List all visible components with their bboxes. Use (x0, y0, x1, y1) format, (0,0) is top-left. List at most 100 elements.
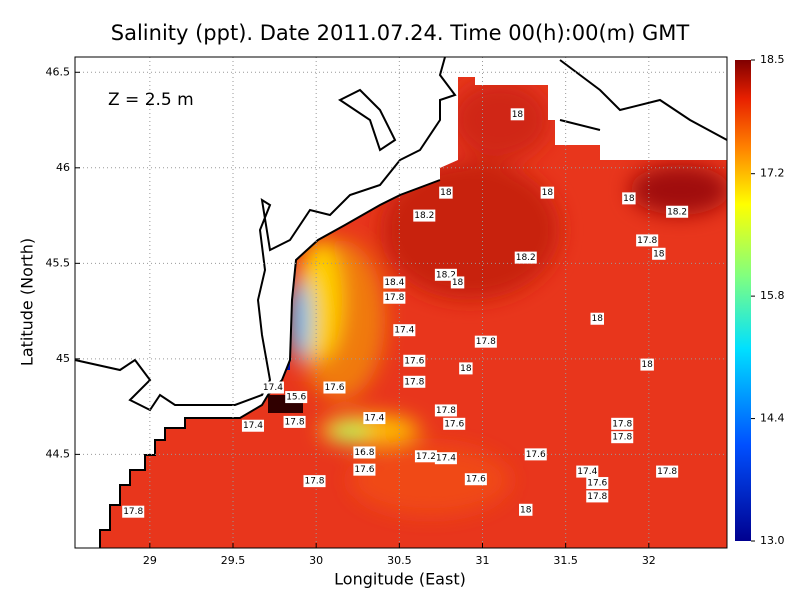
contour-label-box (656, 465, 679, 478)
contour-label: 18.4 (383, 276, 406, 289)
contour-label-text: 17.6 (466, 475, 486, 485)
depth-annotation: Z = 2.5 m (108, 90, 194, 110)
contour-label-box (283, 415, 306, 428)
contour-label: 15.6 (285, 391, 308, 404)
contour-label-text: 17.4 (243, 421, 263, 431)
x-tick-label: 29.5 (221, 554, 246, 567)
contour-label: 18 (459, 362, 473, 375)
contour-label-text: 18 (623, 194, 635, 204)
x-tick-label: 32 (642, 554, 656, 567)
contour-label-box (285, 391, 308, 404)
contour-label-box (622, 192, 636, 205)
x-tick-label: 31 (476, 554, 490, 567)
contour-label-text: 18.2 (516, 253, 536, 263)
contour-label-text: 17.8 (637, 236, 657, 246)
contour-label: 17.8 (586, 490, 609, 503)
contour-label: 17.8 (611, 431, 634, 444)
contour-label-box (459, 362, 473, 375)
contour-label: 18 (519, 503, 533, 516)
contour-label: 18 (540, 186, 555, 199)
contour-label: 18 (510, 108, 525, 121)
colorbar-tick-label: 15.8 (760, 289, 785, 302)
contour-label-text: 18 (460, 364, 472, 374)
contour-label: 17.2 (414, 450, 437, 463)
contour-label-text: 18 (641, 360, 653, 370)
colorbar (735, 60, 751, 541)
contour-label-text: 18 (653, 249, 665, 259)
contour-label-text: 18 (520, 505, 532, 515)
contour-label-box (434, 452, 457, 465)
contour-label-box (443, 417, 466, 430)
contour-label: 17.6 (464, 473, 487, 486)
contour-label: 16.8 (353, 446, 376, 459)
contour-label: 17.4 (434, 452, 457, 465)
contour-label-box (261, 381, 284, 394)
contour-label-text: 17.6 (587, 479, 607, 489)
contour-label-box (303, 475, 326, 488)
contour-label-text: 15.6 (286, 393, 306, 403)
contour-label-text: 17.8 (404, 377, 424, 387)
contour-label-box (393, 324, 416, 337)
contour-label-text: 17.8 (123, 507, 143, 517)
contour-label: 17.4 (261, 381, 284, 394)
contour-label-text: 17.8 (612, 433, 632, 443)
contour-label-box (434, 404, 457, 417)
contour-label: 18 (450, 276, 465, 289)
contour-label-box (640, 358, 654, 371)
x-tick-label: 30.5 (387, 554, 412, 567)
contour-label: 17.8 (656, 465, 679, 478)
contour-label-box (403, 375, 426, 388)
contour-label-text: 18 (440, 188, 452, 198)
contour-label: 17.4 (241, 419, 264, 432)
colorbar-tick-label: 18.5 (760, 53, 785, 66)
contour-label-box (636, 234, 659, 247)
contour-label: 18.2 (413, 209, 436, 222)
contour-label: 18 (590, 312, 604, 325)
contour-label-text: 16.8 (354, 448, 374, 458)
colorbar-tick-label: 17.2 (760, 167, 785, 180)
contour-label-box (519, 503, 533, 516)
title: Salinity (ppt). Date 2011.07.24. Time 00… (111, 21, 690, 45)
contour-label: 18 (652, 247, 666, 260)
contour-label-box (666, 205, 689, 218)
contour-label: 18 (640, 358, 654, 371)
contour-label-text: 17.4 (577, 467, 597, 477)
contour-label-box (403, 354, 426, 367)
contour-label-text: 17.8 (587, 492, 607, 502)
y-tick-label: 44.5 (46, 447, 71, 460)
x-tick-label: 29 (143, 554, 157, 567)
contour-label-text: 18.4 (384, 278, 404, 288)
contour-label-text: 18 (452, 278, 464, 288)
contour-label-box (510, 108, 525, 121)
contour-label-box (611, 431, 634, 444)
contour-label-box (439, 186, 453, 199)
contour-label-box (611, 417, 634, 430)
grid (75, 57, 727, 548)
contour-label: 18 (622, 192, 636, 205)
contour-label-text: 17.4 (364, 414, 384, 424)
x-tick-label: 31.5 (553, 554, 578, 567)
contour-label: 17.4 (363, 412, 386, 425)
contour-label-text: 17.6 (324, 383, 344, 393)
contour-label: 17.6 (323, 381, 346, 394)
colorbar-tick-label: 14.4 (760, 412, 785, 425)
contour-label: 17.8 (611, 417, 634, 430)
contour-label-box (241, 419, 264, 432)
contour-label-text: 17.8 (657, 467, 677, 477)
contour-label-text: 17.8 (285, 417, 305, 427)
contour-label-box (474, 335, 497, 348)
contour-label-box (652, 247, 666, 260)
plot-frame (74, 56, 728, 549)
contour-label-text: 17.4 (436, 454, 456, 464)
contour-label: 17.8 (636, 234, 659, 247)
contour-label-box (363, 412, 386, 425)
contour-label-text: 17.8 (436, 406, 456, 416)
contour-label-text: 17.2 (416, 452, 436, 462)
contour-label-box (524, 448, 547, 461)
colorbar-tick-label: 13.0 (760, 534, 785, 547)
y-axis-label: Latitude (North) (18, 238, 37, 366)
contour-label-box (586, 477, 609, 490)
contour-label: 17.8 (383, 291, 406, 304)
